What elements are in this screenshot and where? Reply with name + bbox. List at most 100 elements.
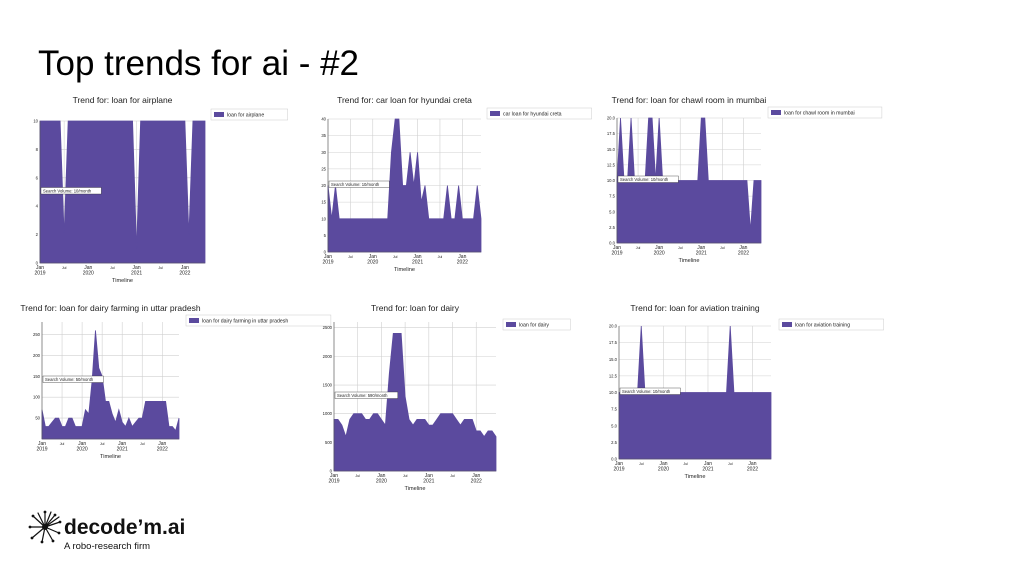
- x-tick-label: Jul: [140, 442, 145, 446]
- legend-swatch: [189, 318, 199, 323]
- x-tick-label: Jul: [450, 474, 455, 478]
- annotation-box: [42, 375, 104, 383]
- x-axis-label: Timeline: [100, 454, 121, 460]
- y-tick-label: 15: [321, 200, 326, 205]
- logo-name: decode’m.ai: [64, 516, 186, 539]
- annotation-label: Search Volume: 10/month: [622, 389, 671, 394]
- y-tick-label: 15.0: [607, 147, 616, 152]
- y-tick-label: 17.5: [609, 340, 618, 345]
- x-tick-label: Jul: [636, 246, 641, 250]
- legend-box: [778, 318, 884, 331]
- x-tick-label: Jan 2021: [117, 441, 128, 453]
- annotation-box: [617, 175, 679, 183]
- chart-panel-dairy: Trend for: loan for dairy 0 500 1000 1500 200…: [320, 300, 580, 500]
- y-tick-label: 10: [33, 119, 38, 124]
- x-tick-label: Jan 2020: [367, 254, 378, 266]
- x-tick-label: Jul: [158, 266, 163, 270]
- x-tick-label: Jul: [100, 442, 105, 446]
- x-tick-label: Jan 2022: [471, 473, 482, 485]
- annotation-label: Search Volume: 10/month: [331, 182, 380, 187]
- annotation-label: Search Volume: 50/month: [45, 377, 94, 382]
- x-tick-label: Jul: [403, 474, 408, 478]
- y-tick-label: 2.5: [609, 225, 615, 230]
- y-tick-label: 200: [33, 353, 41, 358]
- x-axis-label: Timeline: [405, 486, 426, 492]
- y-tick-label: 0.0: [609, 241, 615, 246]
- y-tick-label: 40: [321, 117, 326, 122]
- y-tick-label: 50: [35, 416, 40, 421]
- y-tick-label: 150: [33, 374, 41, 379]
- x-tick-label: Jan 2019: [34, 265, 45, 277]
- chart-title: Trend for: loan for chawl room in mumbai: [612, 95, 767, 105]
- x-tick-label: Jul: [683, 462, 688, 466]
- y-tick-label: 2000: [323, 354, 333, 359]
- legend-box: [486, 107, 592, 120]
- series-area: [41, 330, 180, 440]
- y-tick-label: 15.0: [609, 357, 618, 362]
- x-tick-label: Jan 2021: [131, 265, 142, 277]
- x-tick-label: Jul: [355, 474, 360, 478]
- y-tick-label: 5: [324, 233, 327, 238]
- x-axis-label: Timeline: [679, 258, 700, 264]
- x-tick-label: Jan 2022: [179, 265, 190, 277]
- x-tick-label: Jan 2020: [658, 461, 669, 473]
- x-tick-label: Jul: [348, 255, 353, 259]
- series-area: [333, 333, 497, 472]
- x-tick-label: Jul: [60, 442, 65, 446]
- series-area: [618, 325, 772, 460]
- x-tick-label: Jul: [110, 266, 115, 270]
- chart-panel-dairy-uttar-pradesh: Trend for: loan for dairy farming in utt…: [20, 300, 332, 465]
- x-tick-label: Jan 2022: [157, 441, 168, 453]
- legend-box: [767, 106, 883, 119]
- chart-title: Trend for: loan for dairy: [371, 303, 460, 313]
- chart-svg-airplane: Trend for: loan for airplane 0 2 4 6 8 10 Jan 20…: [33, 95, 288, 284]
- x-tick-label: Jan 2021: [423, 473, 434, 485]
- logo-tagline: A robo-research firm: [64, 541, 151, 552]
- x-tick-label: Jan 2020: [83, 265, 94, 277]
- y-tick-label: 4: [36, 204, 39, 209]
- chart-title: Trend for: loan for airplane: [73, 95, 173, 105]
- chart-svg-aviation-training: Trend for: loan for aviation training 0.0…: [609, 303, 884, 480]
- chart-svg-dairy-uttar-pradesh: Trend for: loan for dairy farming in utt…: [20, 303, 332, 460]
- legend-box: [502, 318, 571, 331]
- legend-label: loan for dairy: [519, 323, 549, 329]
- annotation-box: [328, 180, 390, 188]
- x-axis-label: Timeline: [685, 474, 706, 480]
- y-tick-label: 0.0: [611, 457, 617, 462]
- y-tick-label: 1000: [323, 411, 333, 416]
- annotation-label: Search Volume: 10/month: [620, 177, 669, 182]
- y-tick-label: 20.0: [607, 116, 616, 121]
- chart-panel-airplane: Trend for: loan for airplane 0 2 4 6 8 10 Jan 20…: [30, 92, 320, 288]
- x-tick-label: Jul: [62, 266, 67, 270]
- chart-title: Trend for: loan for dairy farming in utt…: [20, 303, 200, 313]
- x-tick-label: Jan 2019: [328, 473, 339, 485]
- x-tick-label: Jan 2020: [77, 441, 88, 453]
- y-tick-label: 10.0: [609, 390, 618, 395]
- y-tick-label: 2500: [323, 325, 333, 330]
- y-tick-label: 2.5: [611, 440, 617, 445]
- chart-panel-aviation-training: Trend for: loan for aviation training 0.0…: [607, 300, 887, 490]
- y-tick-label: 500: [325, 440, 333, 445]
- x-tick-label: Jul: [393, 255, 398, 259]
- y-tick-label: 5.0: [609, 209, 615, 214]
- x-tick-label: Jan 2020: [376, 473, 387, 485]
- slide-title: Top trends for ai - #2: [38, 44, 359, 83]
- legend-label: loan for dairy farming in uttar pradesh: [202, 319, 288, 325]
- y-tick-label: 25: [321, 166, 326, 171]
- chart-panel-chawl-room: Trend for: loan for chawl room in mumbai…: [607, 92, 887, 272]
- y-tick-label: 2: [36, 232, 39, 237]
- x-tick-label: Jan 2022: [738, 245, 749, 257]
- x-tick-label: Jan 2019: [322, 254, 333, 266]
- chart-svg-dairy: Trend for: loan for dairy 0 500 1000 1500 200…: [323, 303, 571, 492]
- x-axis-label: Timeline: [112, 278, 133, 284]
- legend-label: loan for chawl room in mumbai: [784, 111, 855, 117]
- legend-box: [210, 108, 288, 121]
- legend-swatch: [490, 111, 500, 116]
- x-tick-label: Jul: [438, 255, 443, 259]
- y-tick-label: 30: [321, 150, 326, 155]
- y-tick-label: 10.0: [607, 178, 616, 183]
- x-tick-label: Jul: [720, 246, 725, 250]
- legend-swatch: [214, 112, 224, 117]
- y-tick-label: 100: [33, 395, 41, 400]
- annotation-box: [334, 391, 398, 399]
